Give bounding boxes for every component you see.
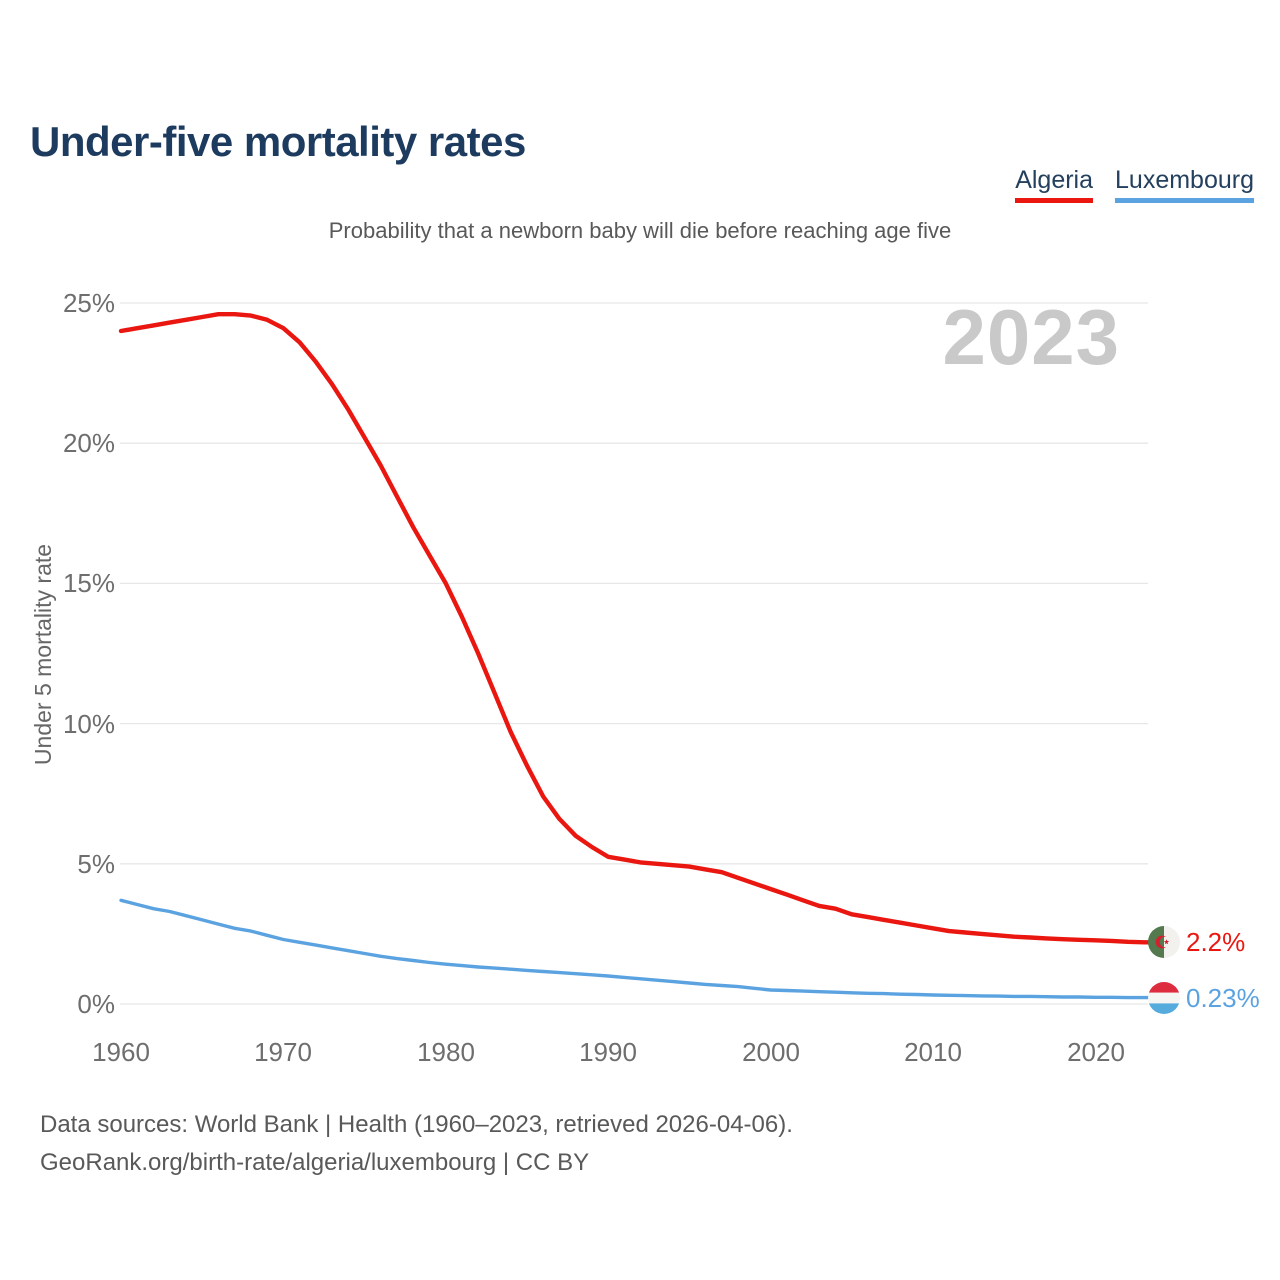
legend-label-luxembourg: Luxembourg (1115, 166, 1254, 194)
xtick-2010: 2010 (904, 1037, 962, 1067)
algeria-flag-icon (1148, 926, 1180, 958)
xtick-1990: 1990 (579, 1037, 637, 1067)
xtick-1970: 1970 (254, 1037, 312, 1067)
algeria-end-value: 2.2% (1186, 927, 1246, 957)
gridlines (120, 302, 1148, 1005)
luxembourg-end-value: 0.23% (1186, 983, 1260, 1013)
xtick-1960: 1960 (92, 1037, 150, 1067)
chart-subtitle: Probability that a newborn baby will die… (328, 218, 952, 243)
series-lines (118, 312, 1154, 1000)
ytick-10: 10% (62, 709, 115, 739)
ytick-0: 0% (77, 989, 115, 1019)
legend-label-algeria: Algeria (1015, 166, 1094, 194)
ytick-15: 15% (62, 568, 115, 598)
series-legend: Algeria Luxembourg (1015, 166, 1254, 203)
algeria-line (118, 312, 1154, 945)
data-sources-line: Data sources: World Bank | Health (1960–… (40, 1111, 793, 1138)
license-line: GeoRank.org/birth-rate/algeria/luxembour… (40, 1149, 590, 1176)
page-title: Under-five mortality rates (30, 118, 526, 166)
ytick-20: 20% (62, 428, 115, 458)
year-watermark: 2023 (942, 293, 1120, 381)
ytick-25: 25% (62, 288, 115, 318)
ytick-5: 5% (77, 849, 115, 879)
source-attribution: Data sources: World Bank | Health (1960–… (40, 1106, 793, 1182)
luxembourg-flag-icon (1148, 982, 1180, 1014)
xtick-2000: 2000 (742, 1037, 800, 1067)
xtick-2020: 2020 (1067, 1037, 1125, 1067)
xtick-1980: 1980 (417, 1037, 475, 1067)
luxembourg-line (119, 898, 1153, 1000)
legend-item-luxembourg[interactable]: Luxembourg (1115, 166, 1254, 203)
legend-item-algeria[interactable]: Algeria (1015, 166, 1094, 203)
